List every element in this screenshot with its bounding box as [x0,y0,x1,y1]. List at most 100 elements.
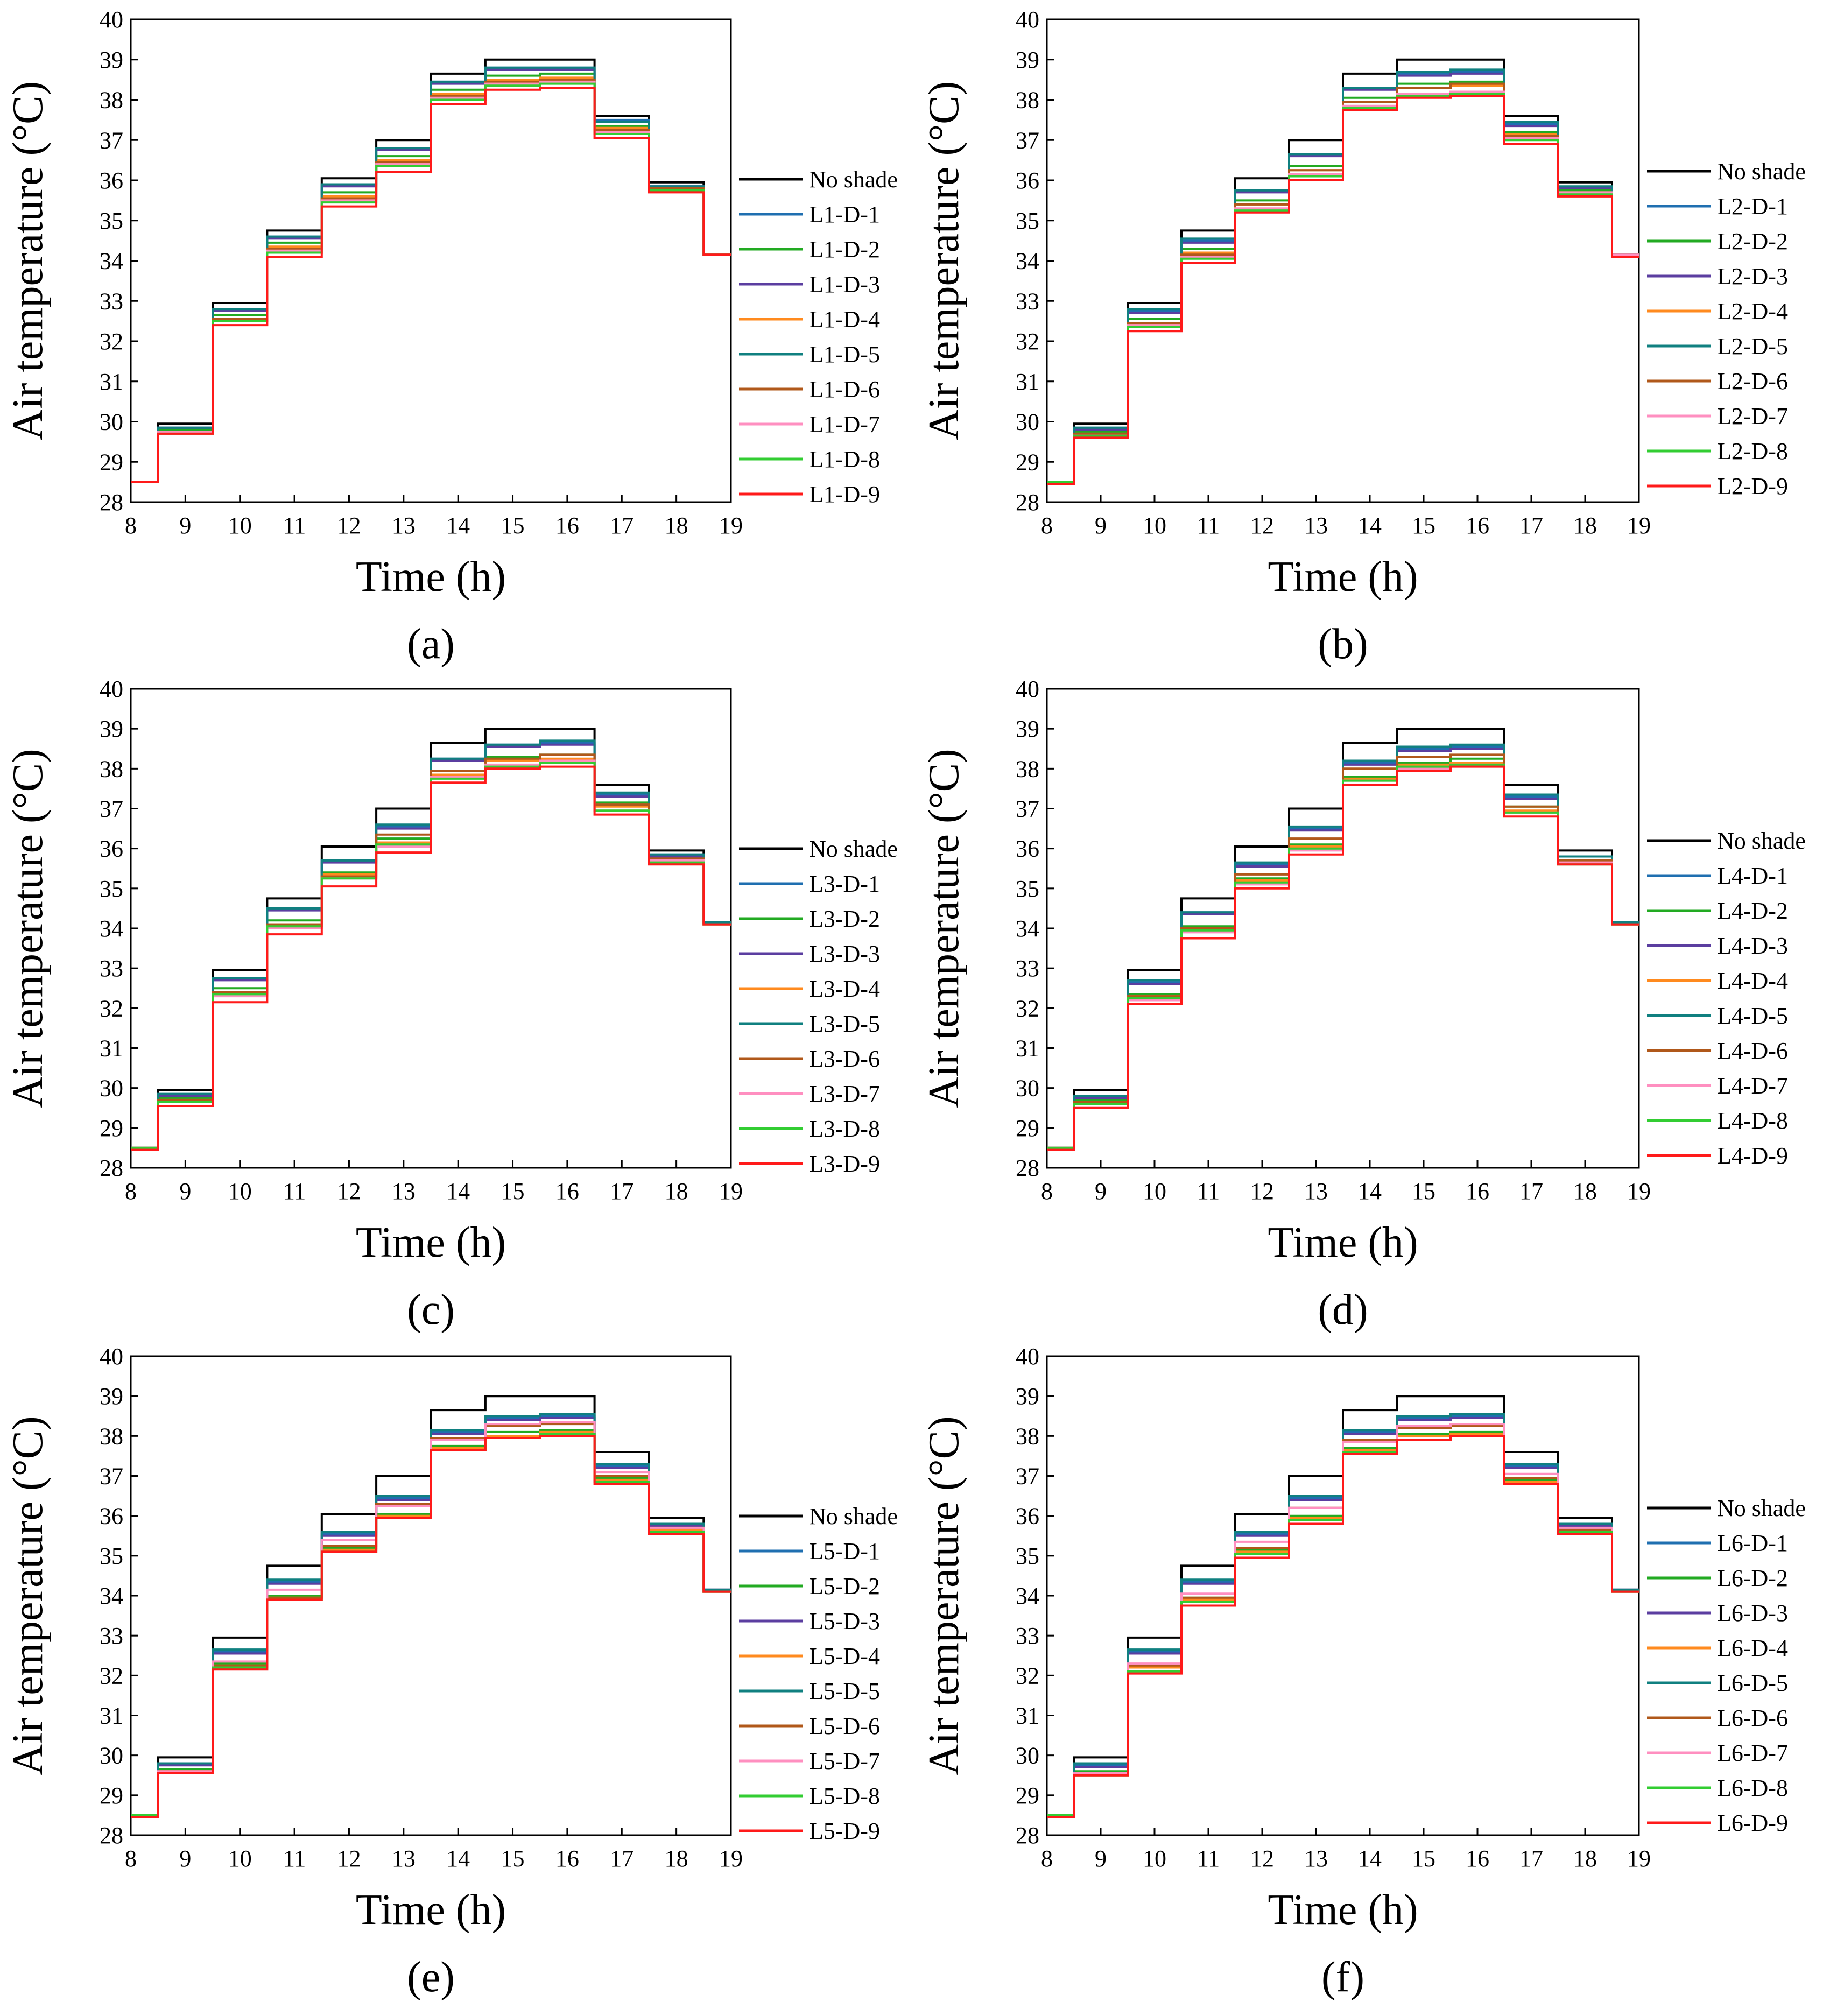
legend-label: L3-D-6 [809,1046,880,1072]
legend-label: L3-D-1 [809,871,880,897]
legend-label: L4-D-9 [1717,1143,1788,1169]
y-tick-label: 38 [1016,756,1039,782]
legend-label: L3-D-8 [809,1116,880,1142]
y-tick-label: 29 [100,1115,123,1141]
x-tick-label: 10 [1143,1845,1166,1872]
y-tick-label: 28 [100,1155,123,1181]
y-tick-label: 39 [100,1383,123,1409]
x-tick-label: 14 [1358,1178,1382,1204]
chart-panel-c: 8 9 10 11 12 13 14 15 16 17 18 19 28 29 30 31 32 33 34 35 36… [4,676,898,1334]
x-tick-label: 16 [1466,1178,1489,1204]
y-tick-label: 30 [100,1743,123,1769]
legend-label: L2-D-1 [1717,193,1788,220]
legend-label: L6-D-5 [1717,1670,1788,1696]
y-tick-label: 33 [1016,288,1039,314]
x-axis-label: Time (h) [356,553,506,601]
y-tick-label: 38 [100,1423,123,1449]
x-tick-label: 12 [337,1178,361,1204]
y-tick-label: 30 [100,1075,123,1102]
legend-label: L5-D-6 [809,1713,880,1739]
y-axis-label: Air temperature (°C) [920,1416,968,1775]
x-tick-label: 15 [501,1845,525,1872]
x-tick-label: 9 [1095,512,1107,539]
x-tick-label: 14 [446,512,470,539]
y-tick-label: 31 [100,369,123,395]
y-tick-label: 29 [100,1782,123,1809]
series-line-l2-d-9 [1047,95,1639,485]
x-tick-label: 18 [665,1845,688,1872]
x-tick-label: 17 [610,512,634,539]
y-tick-label: 36 [100,836,123,862]
legend-label: L1-D-3 [809,271,880,298]
y-tick-label: 38 [100,756,123,782]
y-tick-label: 31 [1016,369,1039,395]
y-tick-label: 28 [100,489,123,516]
x-tick-label: 18 [1573,1178,1597,1204]
x-tick-label: 12 [1250,1845,1274,1872]
y-tick-label: 31 [100,1703,123,1729]
y-tick-label: 31 [100,1035,123,1062]
panel-letter: (c) [407,1286,455,1334]
legend-label: L4-D-2 [1717,898,1788,924]
x-tick-label: 17 [1519,1845,1543,1872]
legend-label: L5-D-5 [809,1678,880,1704]
y-tick-label: 34 [100,1583,123,1609]
series-line-l3-d-9 [131,765,731,1151]
y-tick-label: 40 [1016,676,1039,702]
legend-label: L3-D-3 [809,941,880,967]
y-tick-label: 31 [1016,1035,1039,1062]
x-tick-label: 8 [125,1178,137,1204]
y-tick-label: 28 [1016,1822,1039,1849]
legend-label: L4-D-5 [1717,1003,1788,1029]
x-tick-label: 17 [610,1178,634,1204]
y-tick-label: 34 [100,248,123,274]
y-axis-label: Air temperature (°C) [920,81,968,440]
y-tick-label: 32 [100,328,123,355]
x-tick-label: 13 [392,1178,416,1204]
chart-panel-a: 8 9 10 11 12 13 14 15 16 17 18 19 28 29 30 31 32 33 34 35 36… [4,6,898,668]
y-tick-label: 36 [1016,836,1039,862]
x-tick-label: 12 [1250,512,1274,539]
legend-label: L3-D-7 [809,1081,880,1107]
y-tick-label: 35 [100,208,123,234]
legend-label: L4-D-1 [1717,863,1788,889]
y-tick-label: 34 [1016,915,1039,942]
panel-letter: (f) [1321,1954,1364,2001]
x-tick-label: 8 [125,512,137,539]
y-tick-label: 32 [1016,328,1039,355]
legend-label: No shade [1717,828,1806,854]
x-tick-label: 15 [1412,512,1435,539]
x-tick-label: 19 [1627,512,1651,539]
series-line-l4-d-9 [1047,765,1639,1151]
legend-label: L2-D-6 [1717,368,1788,394]
x-tick-label: 19 [719,512,743,539]
x-tick-label: 18 [665,512,688,539]
x-tick-label: 19 [1627,1845,1651,1872]
x-tick-label: 18 [1573,512,1597,539]
y-axis-label: Air temperature (°C) [4,81,52,440]
legend-label: L1-D-9 [809,481,880,507]
x-tick-label: 9 [179,1845,191,1872]
y-tick-label: 39 [100,47,123,73]
x-tick-label: 9 [179,1178,191,1204]
legend-label: L1-D-4 [809,306,880,333]
x-tick-label: 10 [228,1178,252,1204]
panel-letter: (d) [1318,1286,1368,1334]
legend-label: No shade [809,836,898,862]
x-tick-label: 16 [555,512,579,539]
legend-label: L2-D-5 [1717,333,1788,360]
chart-panel-b: 8 9 10 11 12 13 14 15 16 17 18 19 28 29 30 31 32 33 34 35 36… [920,6,1806,668]
x-tick-label: 12 [337,512,361,539]
x-tick-label: 14 [446,1845,470,1872]
legend-label: L3-D-2 [809,906,880,932]
y-tick-label: 29 [1016,1782,1039,1809]
legend-label: No shade [1717,158,1806,185]
x-tick-label: 9 [1095,1845,1107,1872]
x-tick-label: 8 [1041,1178,1053,1204]
x-tick-label: 9 [1095,1178,1107,1204]
y-axis-label: Air temperature (°C) [4,1416,52,1775]
x-tick-label: 16 [1466,1845,1489,1872]
x-tick-label: 13 [1304,512,1328,539]
chart-panel-e: 8 9 10 11 12 13 14 15 16 17 18 19 28 29 30 31 32 33 34 35 36… [4,1343,898,2001]
x-axis-label: Time (h) [1268,1219,1418,1266]
